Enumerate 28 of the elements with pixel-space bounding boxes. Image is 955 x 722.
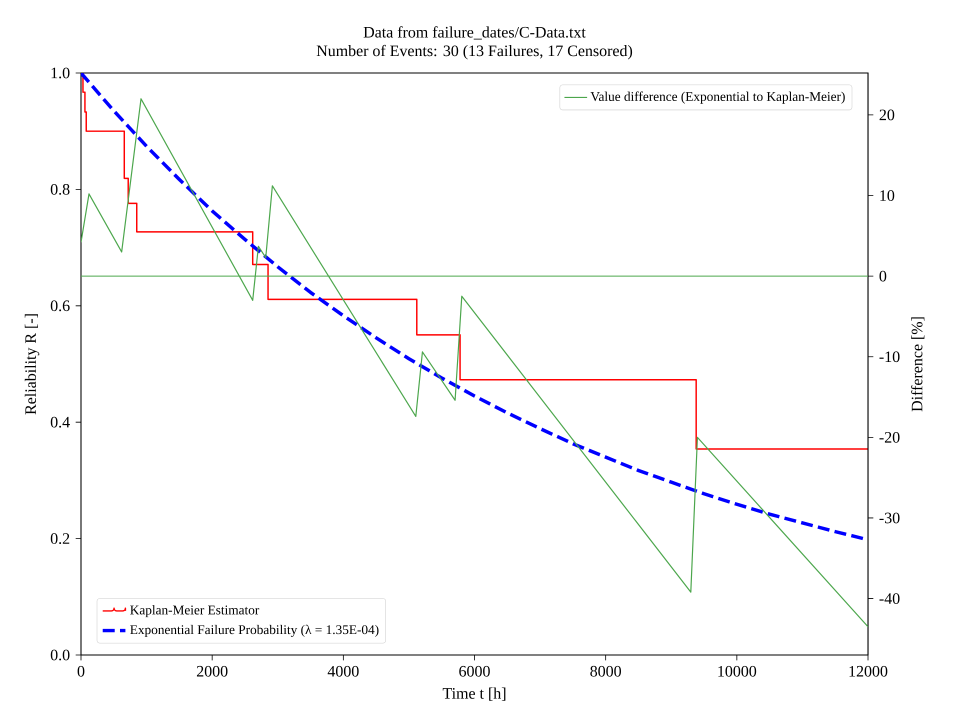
y-tick-label: 0.0: [50, 650, 70, 660]
y2-tick-label: -10: [879, 351, 900, 362]
y-axis-title: Reliability R [-]: [24, 314, 40, 414]
y-tick-label: 0.4: [50, 416, 70, 428]
legend-label: Value difference (Exponential to Kaplan-Meier): [590, 92, 845, 104]
y2-tick-label: 20: [880, 110, 894, 120]
x-tick-label: 8000: [590, 666, 621, 677]
y2-tick-label: -40: [879, 593, 900, 604]
x-tick-label: 0: [78, 666, 84, 677]
x-tick-label: 10000: [718, 666, 756, 677]
y2-tick-label: 10: [880, 190, 894, 201]
y-tick-label: 0.2: [50, 533, 70, 544]
y2-tick-label: -30: [879, 512, 900, 524]
y2-tick-label: 0: [880, 270, 886, 282]
x-tick-label: 4000: [328, 666, 359, 677]
x-tick-label: 2000: [196, 666, 228, 677]
y2-axis-title: Difference [%]: [911, 317, 924, 412]
chart-subtitle: Number of Events: 30 (13 Failures, 17 Censored): [316, 44, 632, 60]
y2-tick-label: -20: [879, 432, 900, 443]
x-tick-label: 6000: [459, 666, 490, 677]
chart-title: Data from failure_dates/C-Data.txt: [364, 26, 586, 40]
y-tick-label: 0.8: [50, 184, 70, 195]
legend-label: Exponential Failure Probability (λ = 1.35E-04): [130, 624, 379, 637]
y-tick-label: 1.0: [52, 68, 70, 78]
legend-label: Kaplan-Meier Estimator: [130, 605, 260, 618]
y-tick-label: 0.6: [50, 300, 70, 312]
x-tick-label: 12000: [849, 666, 888, 677]
x-axis-title: Time t [h]: [442, 688, 506, 701]
